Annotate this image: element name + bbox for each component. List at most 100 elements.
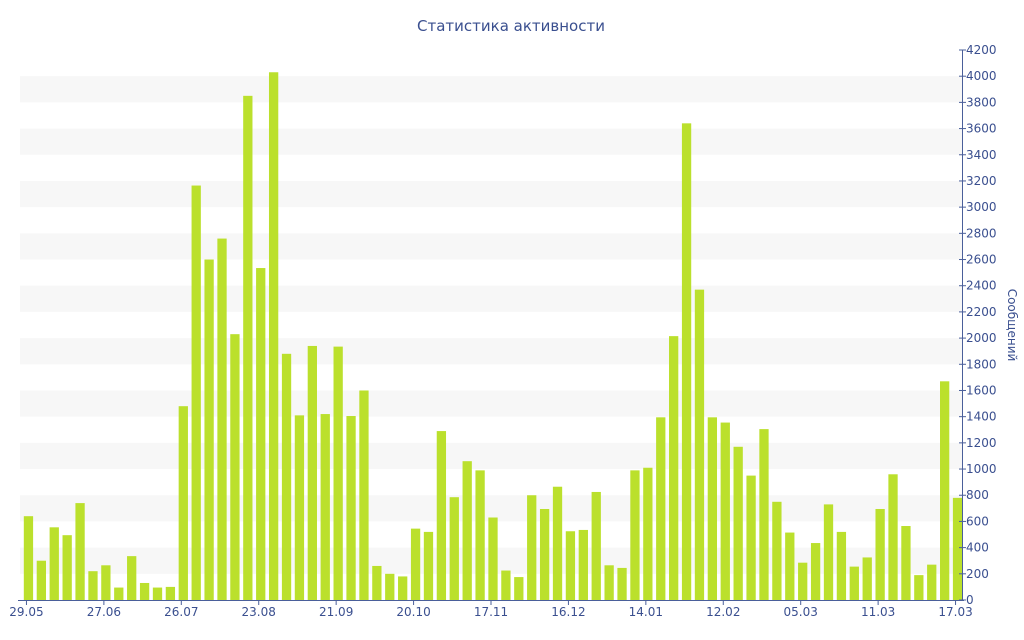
bar (268, 72, 279, 600)
y-tick-label: 3400 (966, 148, 997, 162)
grid-band (20, 390, 962, 417)
bar (630, 470, 640, 600)
y-tick-label: 2400 (966, 279, 997, 293)
grid-band (20, 285, 962, 312)
bar (914, 575, 924, 600)
bar (230, 334, 240, 600)
bar (591, 491, 601, 600)
bar (669, 336, 679, 600)
bar (178, 406, 188, 600)
bar (127, 556, 137, 600)
bar (514, 577, 524, 600)
bar (862, 557, 872, 600)
bar (694, 289, 705, 600)
bar (372, 565, 382, 600)
bar (385, 573, 395, 600)
y-tick-label: 200 (966, 567, 989, 581)
x-tick-label: 23.08 (242, 605, 276, 619)
x-tick-label: 14.01 (629, 605, 663, 619)
y-tick-label: 3600 (966, 122, 997, 136)
bar (501, 570, 511, 600)
bar (643, 467, 653, 600)
bar (617, 567, 627, 600)
bar (101, 565, 111, 600)
bar (552, 486, 563, 600)
bar (681, 123, 692, 600)
bar (849, 566, 859, 600)
bar (204, 259, 214, 600)
bar (888, 474, 898, 600)
y-ticks-group: 0 200 400 600 800 1000 1200 1400 1600 1800 2000 220… (959, 43, 997, 607)
bar (294, 415, 305, 600)
bar (165, 586, 176, 600)
x-tick-label: 26.07 (164, 605, 198, 619)
x-tick-label: 27.06 (87, 605, 121, 619)
grid-band (20, 180, 962, 208)
bar (759, 429, 769, 600)
bar (449, 497, 459, 600)
bar (720, 422, 730, 600)
bar (798, 562, 808, 600)
x-tick-label: 17.03 (938, 605, 972, 619)
grid-band (20, 338, 962, 365)
y-tick-label: 1800 (966, 357, 997, 371)
bar (772, 501, 782, 600)
bar (436, 431, 447, 600)
x-tick-label: 12.02 (706, 605, 740, 619)
bar (940, 381, 950, 600)
y-tick-label: 4200 (966, 43, 997, 57)
bar (462, 461, 472, 600)
x-ticks-group: 29.05 27.06 26.07 23.08 21.09 20.10 17.11 16.12… (9, 600, 973, 619)
bar (359, 390, 369, 600)
chart-title: Статистика активности (417, 17, 605, 35)
x-tick-label: 05.03 (784, 605, 818, 619)
bar (746, 475, 756, 600)
bar (475, 470, 485, 600)
bar (23, 516, 34, 600)
y-axis-label: Сообщений (1005, 289, 1019, 362)
bar (217, 238, 227, 600)
bar (952, 497, 963, 600)
bar (707, 417, 718, 600)
bar (423, 531, 434, 600)
bar (307, 345, 317, 600)
grid-band (20, 442, 962, 470)
bar (578, 529, 588, 600)
bar (488, 517, 498, 600)
bar (256, 268, 266, 600)
bar (191, 185, 201, 601)
x-tick-label: 17.11 (474, 605, 508, 619)
bar (604, 565, 614, 600)
y-tick-label: 800 (966, 488, 989, 502)
y-tick-label: 400 (966, 541, 989, 555)
y-tick-label: 1600 (966, 383, 997, 397)
bar (114, 587, 124, 600)
y-tick-label: 2000 (966, 331, 997, 345)
bar (410, 528, 421, 600)
x-tick-label: 21.09 (319, 605, 353, 619)
bar (539, 508, 550, 600)
y-tick-label: 3200 (966, 174, 997, 188)
bar (901, 526, 911, 600)
bar (346, 416, 356, 600)
bar (75, 503, 85, 600)
bar (398, 576, 408, 600)
bars-group (23, 72, 963, 601)
x-tick-label: 11.03 (861, 605, 895, 619)
y-tick-label: 3800 (966, 95, 997, 109)
bar (810, 543, 821, 600)
bar (243, 95, 253, 600)
y-tick-label: 2600 (966, 253, 997, 267)
bar (49, 527, 59, 600)
bar (36, 560, 46, 600)
y-tick-label: 4000 (966, 69, 997, 83)
y-tick-label: 600 (966, 514, 989, 528)
bar (320, 414, 330, 600)
y-tick-label: 1200 (966, 436, 997, 450)
bar (281, 353, 292, 600)
bar (152, 587, 163, 600)
bar (139, 582, 150, 600)
bar (836, 531, 847, 600)
